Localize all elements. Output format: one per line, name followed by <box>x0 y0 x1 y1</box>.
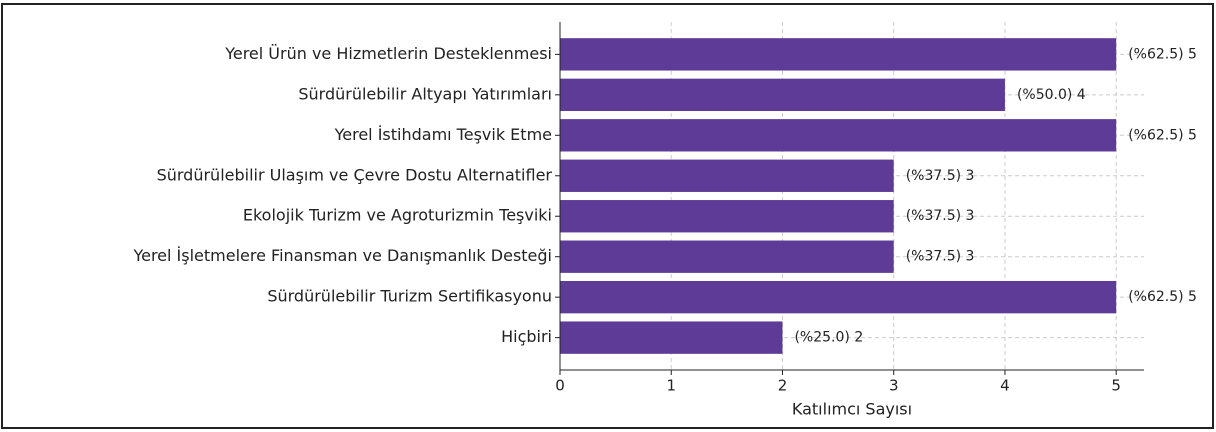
y-tick-label: Sürdürülebilir Ulaşım ve Çevre Dostu Alt… <box>157 165 553 184</box>
value-label: (%50.0) 4 <box>1017 87 1086 103</box>
y-tick-label: Yerel İstihdamı Teşvik Etme <box>334 125 552 144</box>
y-tick-label: Sürdürülebilir Turizm Sertifikasyonu <box>267 287 552 306</box>
y-tick-label: Ekolojik Turizm ve Agroturizmin Teşviki <box>243 206 552 225</box>
bar <box>560 119 1117 152</box>
bar <box>560 280 1117 314</box>
x-tick-label: 3 <box>889 377 899 395</box>
bar <box>560 78 1005 112</box>
bar <box>560 321 783 354</box>
value-label: (%62.5) 5 <box>1128 127 1197 143</box>
value-label: (%37.5) 3 <box>906 208 975 224</box>
bar <box>560 200 894 233</box>
y-tick-label: Yerel Ürün ve Hizmetlerin Desteklenmesi <box>224 44 552 63</box>
y-tick-label: Yerel İşletmelere Finansman ve Danışmanl… <box>132 246 552 265</box>
value-label: (%62.5) 5 <box>1128 289 1197 305</box>
y-tick-label: Sürdürülebilir Altyapı Yatırımları <box>298 84 552 103</box>
x-tick-label: 5 <box>1111 377 1121 395</box>
x-tick-label: 4 <box>1000 377 1010 395</box>
bar <box>560 240 894 273</box>
y-tick-label: Hiçbiri <box>501 327 552 346</box>
value-label: (%37.5) 3 <box>906 168 975 184</box>
value-label: (%62.5) 5 <box>1128 46 1197 62</box>
x-tick-label: 0 <box>555 377 565 395</box>
x-tick-label: 1 <box>666 377 676 395</box>
x-axis-label: Katılımcı Sayısı <box>792 400 912 419</box>
value-label: (%25.0) 2 <box>794 330 863 346</box>
x-tick-label: 2 <box>778 377 788 395</box>
bar <box>560 159 894 192</box>
value-label: (%37.5) 3 <box>906 249 975 265</box>
frame <box>1 3 1214 429</box>
bar <box>560 38 1117 71</box>
